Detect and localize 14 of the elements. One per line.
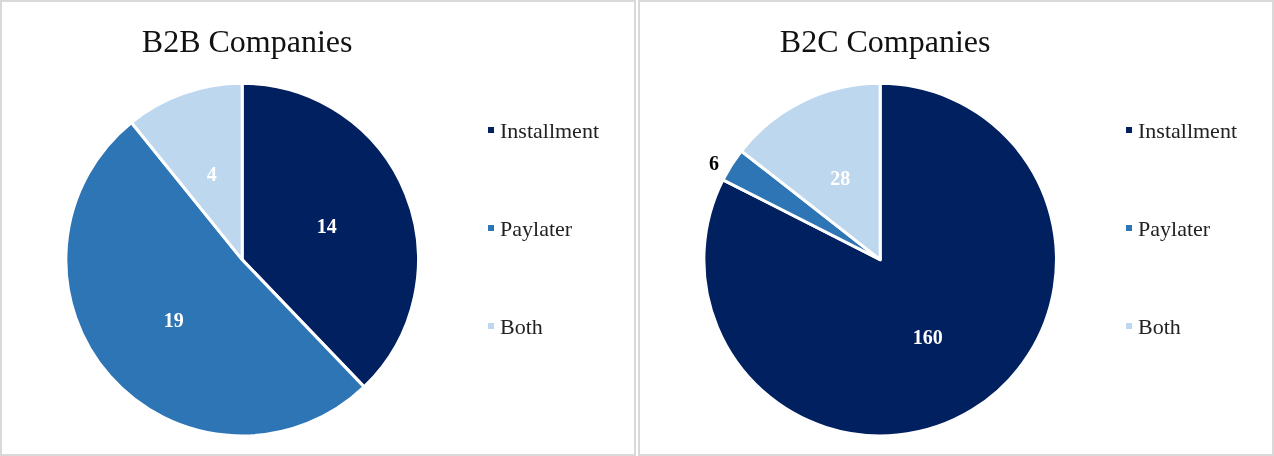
data-label: 6 (709, 151, 720, 174)
legend-label: Installment (1138, 117, 1238, 143)
data-label: 28 (830, 166, 851, 189)
legend-label: Both (500, 313, 543, 339)
data-label: 4 (206, 162, 217, 185)
legend-label: Installment (500, 117, 600, 143)
chart-title: B2B Companies (141, 23, 353, 59)
chart-title: B2C Companies (779, 23, 991, 59)
legend-label: Both (1138, 313, 1181, 339)
data-label: 14 (316, 214, 337, 237)
legend-label: Paylater (500, 215, 573, 241)
data-label: 19 (163, 308, 184, 331)
data-label: 160 (912, 326, 943, 349)
legend-label: Paylater (1138, 215, 1211, 241)
